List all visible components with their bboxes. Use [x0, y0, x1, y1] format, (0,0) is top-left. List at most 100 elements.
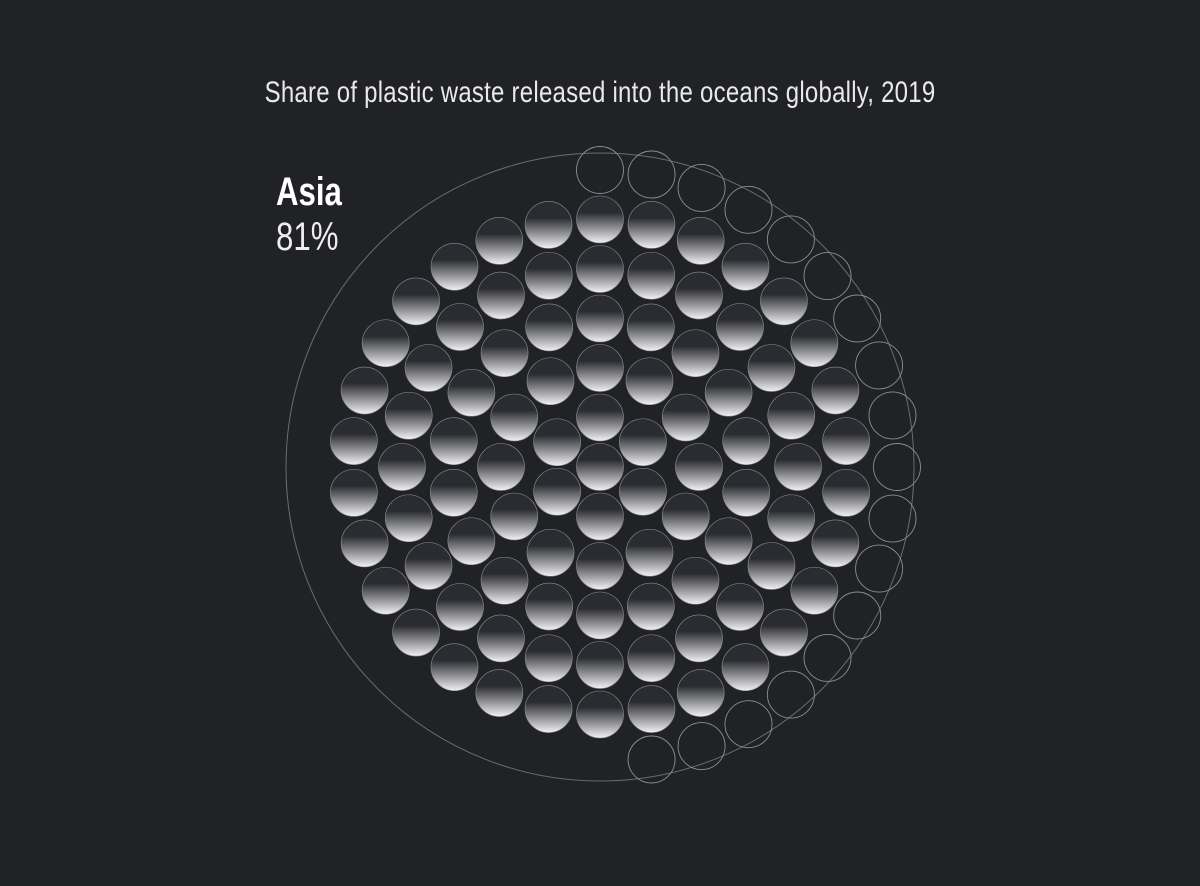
filled-marker	[576, 344, 624, 392]
empty-marker	[855, 544, 904, 593]
filled-marker	[477, 271, 525, 320]
filled-marker	[429, 417, 478, 466]
filled-marker	[626, 582, 675, 631]
filled-marker	[760, 277, 808, 326]
empty-marker	[803, 633, 852, 682]
filled-marker	[475, 669, 524, 717]
empty-marker	[833, 294, 882, 343]
filled-marker	[747, 542, 796, 590]
filled-marker	[619, 418, 667, 467]
filled-marker	[524, 201, 573, 249]
filled-marker	[447, 368, 496, 417]
filled-marker	[392, 608, 440, 657]
filled-marker	[675, 443, 723, 491]
filled-marker	[361, 566, 410, 615]
filled-marker	[576, 294, 624, 343]
filled-marker	[627, 634, 676, 683]
filled-marker	[626, 303, 675, 352]
filled-marker	[676, 669, 725, 717]
filled-marker	[722, 417, 771, 466]
filled-marker	[524, 685, 573, 733]
filled-marker	[576, 443, 624, 491]
filled-marker	[361, 319, 410, 368]
filled-marker	[525, 303, 574, 352]
filled-marker	[384, 494, 433, 543]
filled-marker	[404, 344, 453, 392]
filled-marker	[625, 528, 674, 577]
filled-marker	[671, 329, 720, 378]
filled-marker	[576, 641, 624, 689]
empty-marker	[724, 700, 773, 749]
filled-marker	[524, 634, 573, 683]
filled-marker	[533, 418, 581, 467]
filled-marker	[576, 195, 624, 244]
empty-marker	[627, 150, 676, 199]
filled-marker	[330, 417, 378, 465]
filled-marker	[480, 556, 529, 605]
filled-marker	[822, 469, 870, 517]
filled-marker	[480, 329, 529, 378]
empty-marker	[576, 146, 624, 194]
filled-marker	[384, 391, 433, 440]
filled-marker	[436, 583, 484, 631]
filled-marker	[704, 517, 753, 566]
filled-marker	[747, 344, 796, 392]
filled-marker	[822, 417, 870, 465]
filled-marker	[490, 492, 539, 541]
empty-marker	[766, 215, 815, 264]
filled-marker	[722, 468, 771, 517]
chart-title: Share of plastic waste released into the…	[264, 76, 936, 109]
filled-marker	[716, 583, 764, 631]
filled-marker	[790, 566, 839, 615]
empty-marker	[873, 443, 921, 491]
filled-marker	[576, 591, 624, 640]
filled-marker	[477, 443, 525, 491]
markers-group	[330, 146, 921, 784]
filled-marker	[675, 614, 723, 663]
empty-marker	[868, 391, 917, 440]
empty-marker	[803, 252, 852, 301]
empty-marker	[677, 722, 726, 771]
filled-marker	[627, 685, 676, 733]
filled-marker	[526, 528, 575, 577]
empty-marker	[627, 735, 676, 784]
empty-marker	[724, 185, 773, 234]
filled-marker	[661, 393, 710, 442]
filled-marker	[430, 643, 479, 692]
filled-marker	[767, 391, 816, 440]
filled-marker	[774, 443, 822, 491]
filled-marker	[767, 494, 816, 543]
filled-marker	[524, 251, 573, 300]
filled-marker	[716, 303, 764, 351]
filled-marker	[436, 303, 484, 351]
filled-marker	[404, 542, 453, 590]
filled-marker	[477, 614, 525, 663]
filled-marker	[378, 443, 426, 491]
filled-marker	[576, 492, 624, 541]
empty-marker	[677, 163, 726, 212]
filled-marker	[721, 643, 770, 692]
filled-marker	[671, 556, 720, 605]
filled-marker	[676, 217, 725, 265]
filled-marker	[625, 357, 674, 406]
filled-marker	[790, 319, 839, 368]
empty-marker	[868, 494, 917, 543]
filled-marker	[490, 393, 539, 442]
filled-marker	[392, 277, 440, 326]
filled-marker	[811, 366, 860, 415]
filled-marker	[475, 217, 524, 265]
empty-marker	[833, 591, 882, 640]
filled-marker	[721, 242, 770, 291]
filled-marker	[661, 492, 710, 541]
filled-marker	[525, 582, 574, 631]
filled-marker	[576, 393, 624, 442]
filled-marker	[627, 201, 676, 249]
filled-marker	[340, 366, 389, 415]
empty-marker	[855, 341, 904, 390]
filled-marker	[447, 517, 496, 566]
legend: Asia 81%	[276, 168, 416, 258]
filled-marker	[576, 690, 624, 739]
legend-series-name: Asia	[276, 170, 342, 214]
filled-marker	[430, 242, 479, 291]
